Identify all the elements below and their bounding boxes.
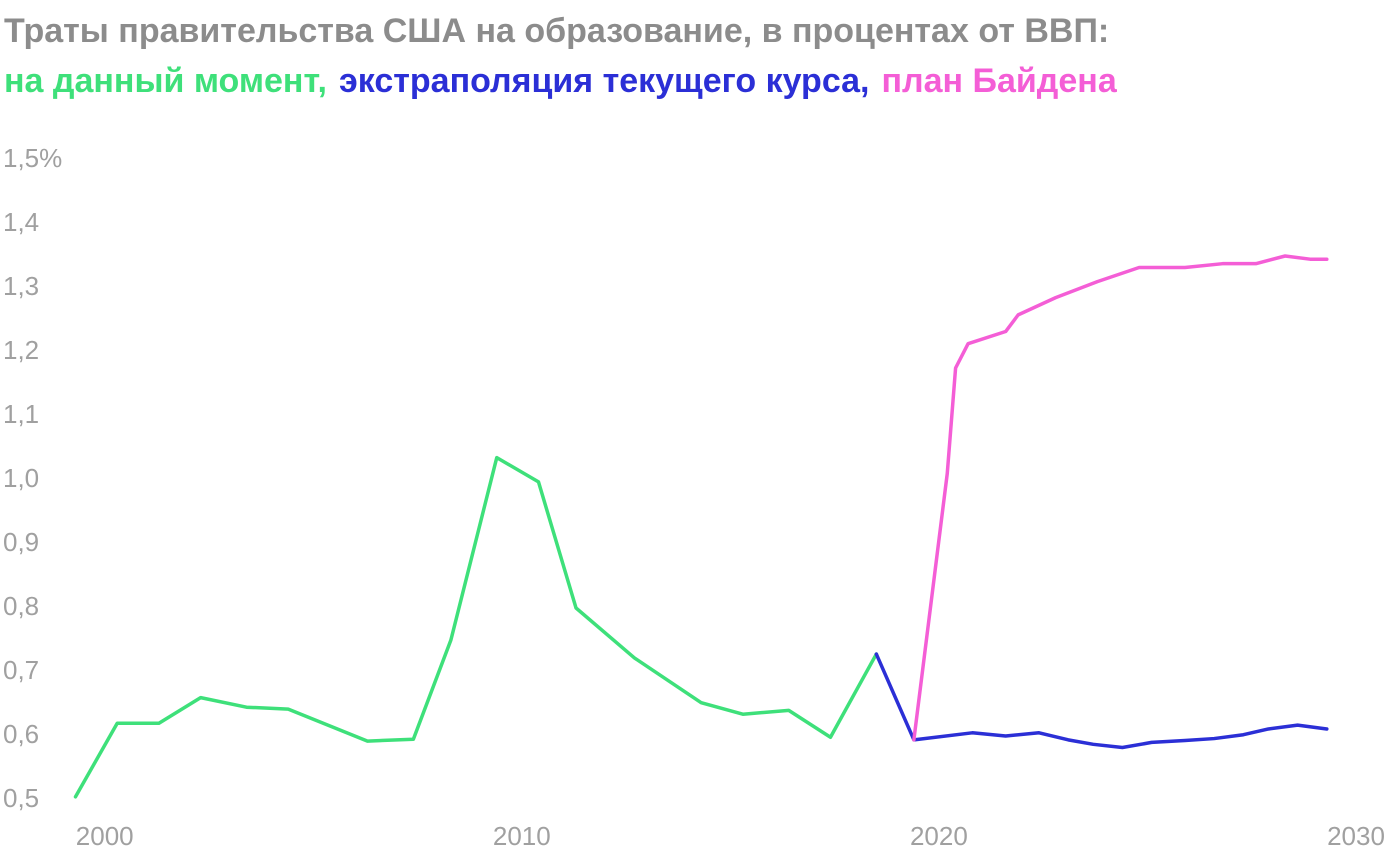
chart-title: Траты правительства США на образование, … — [4, 12, 1110, 50]
y-tick-label: 0,6 — [3, 719, 39, 749]
series-line — [73, 455, 879, 799]
y-tick-label: 1,5% — [3, 143, 62, 173]
y-tick-label: 0,7 — [3, 655, 39, 685]
series-line — [874, 652, 1329, 750]
y-tick-label: 0,5 — [3, 783, 39, 813]
y-tick-label: 1,1 — [3, 399, 39, 429]
series-line — [912, 254, 1329, 742]
legend-entry: на данный момент, — [4, 62, 327, 100]
x-tick-label: 2030 — [1327, 821, 1385, 851]
y-tick-label: 1,2 — [3, 335, 39, 365]
y-tick-label: 1,0 — [3, 463, 39, 493]
x-tick-label: 2000 — [76, 821, 134, 851]
legend: на данный момент, экстраполяция текущего … — [4, 56, 1129, 106]
x-tick-label: 2020 — [910, 821, 968, 851]
x-tick-label: 2010 — [493, 821, 551, 851]
y-tick-label: 0,9 — [3, 527, 39, 557]
y-tick-label: 1,3 — [3, 271, 39, 301]
y-tick-label: 0,8 — [3, 591, 39, 621]
legend-entry: экстраполяция текущего курса, — [339, 62, 870, 100]
legend-entry: план Байдена — [881, 62, 1117, 100]
header: Траты правительства США на образование, … — [4, 6, 1129, 106]
y-tick-label: 1,4 — [3, 207, 39, 237]
